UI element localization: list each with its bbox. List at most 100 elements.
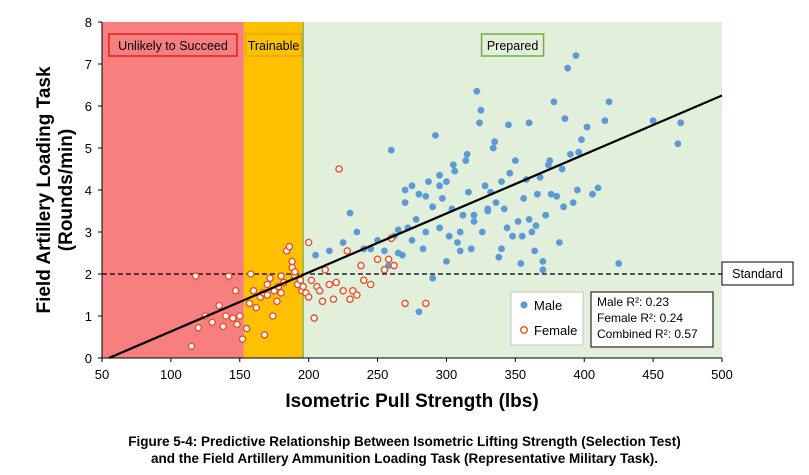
male-point	[454, 239, 461, 246]
male-point	[532, 222, 540, 230]
male-point	[346, 209, 354, 217]
female-point	[273, 297, 281, 306]
figure-caption: Figure 5-4: Predictive Relationship Betw…	[0, 433, 809, 467]
male-point	[477, 106, 485, 114]
axes-layer: 50 100 150 200 250 300 350 400 450 500 0 1 2 3 4 5 6 7 8 Is…	[34, 15, 733, 412]
female-point	[231, 286, 240, 295]
x-tick-label: 150	[229, 367, 251, 382]
male-point	[445, 232, 453, 240]
female-point	[266, 274, 274, 283]
standard-label: Standard	[732, 267, 783, 281]
male-point	[415, 308, 423, 316]
male-point	[387, 146, 395, 154]
female-point	[421, 299, 430, 308]
female-point	[291, 268, 299, 276]
stats-line-0: Male R²: 0.23	[597, 295, 669, 309]
male-point	[531, 247, 539, 255]
male-point	[589, 190, 596, 198]
male-point	[583, 123, 591, 131]
female-point	[353, 291, 361, 299]
male-point	[505, 121, 512, 129]
zone-label-box-0	[108, 33, 238, 57]
y-tick-label: 8	[85, 15, 92, 30]
male-point	[473, 87, 481, 95]
female-point	[224, 272, 233, 280]
male-point	[601, 117, 609, 125]
y-tick-label: 1	[85, 309, 92, 324]
x-tick-label: 200	[298, 367, 320, 382]
female-point	[332, 278, 341, 287]
y-tick-label: 3	[85, 225, 92, 240]
male-point	[615, 260, 623, 267]
male-point	[436, 224, 443, 232]
male-point	[539, 266, 547, 274]
male-point	[412, 216, 420, 223]
female-point	[208, 318, 217, 327]
male-point	[467, 245, 475, 253]
male-point	[415, 190, 423, 198]
stats-layer: Male R²: 0.23 Female R²: 0.24 Combined R²:…	[590, 291, 714, 348]
male-point	[432, 132, 439, 139]
female-point	[194, 323, 203, 332]
male-point	[470, 218, 478, 225]
male-point	[443, 258, 450, 265]
male-point	[459, 211, 467, 219]
male-point	[478, 228, 486, 236]
female-point	[304, 293, 313, 301]
female-point	[249, 286, 258, 295]
female-point	[318, 297, 327, 306]
male-point	[564, 64, 572, 72]
male-point	[498, 245, 505, 253]
female-point	[307, 276, 316, 285]
female-point	[325, 280, 334, 289]
female-point	[222, 312, 230, 320]
caption-line-2: and the Field Artillery Ammunition Loadi…	[150, 451, 659, 466]
male-point	[449, 161, 457, 169]
female-point	[304, 238, 313, 247]
x-tick-label: 50	[95, 367, 109, 382]
female-point	[346, 295, 354, 304]
x-tick-label: 250	[367, 367, 389, 382]
female-point	[215, 301, 223, 310]
male-point	[514, 218, 522, 225]
female-point	[277, 289, 285, 297]
female-point	[390, 261, 398, 270]
male-point	[528, 228, 536, 236]
male-point	[569, 199, 577, 207]
male-point	[542, 211, 550, 219]
stats-box	[590, 291, 714, 348]
x-tick-label: 500	[711, 367, 733, 382]
male-point	[517, 260, 525, 267]
zone-label-0: Unlikely to Succeed	[118, 39, 228, 53]
female-point	[373, 255, 382, 264]
x-tick-label: 400	[573, 367, 595, 382]
male-point	[546, 157, 554, 165]
male-point	[456, 247, 464, 255]
male-point	[381, 247, 388, 255]
male-point	[572, 52, 580, 59]
male-point	[539, 258, 547, 265]
y-tick-label: 0	[85, 351, 92, 366]
male-point	[525, 119, 533, 127]
female-point	[238, 335, 247, 343]
male-point	[503, 224, 511, 232]
y-tick-label: 7	[85, 57, 92, 72]
male-point	[481, 182, 489, 190]
female-point	[219, 322, 228, 331]
regression-line	[108, 94, 723, 360]
male-point	[456, 228, 464, 236]
male-point	[339, 239, 347, 246]
y-tick-label: 4	[85, 183, 92, 198]
male-point	[429, 203, 437, 211]
male-point	[419, 245, 427, 253]
female-point	[269, 312, 277, 320]
male-point	[511, 157, 519, 165]
legend-female-marker	[520, 326, 529, 335]
female-point	[357, 261, 365, 270]
male-point	[491, 138, 499, 146]
male-point	[495, 253, 503, 261]
male-point	[677, 119, 685, 127]
female-point	[335, 165, 343, 173]
female-point	[380, 265, 389, 274]
male-point	[429, 274, 437, 282]
